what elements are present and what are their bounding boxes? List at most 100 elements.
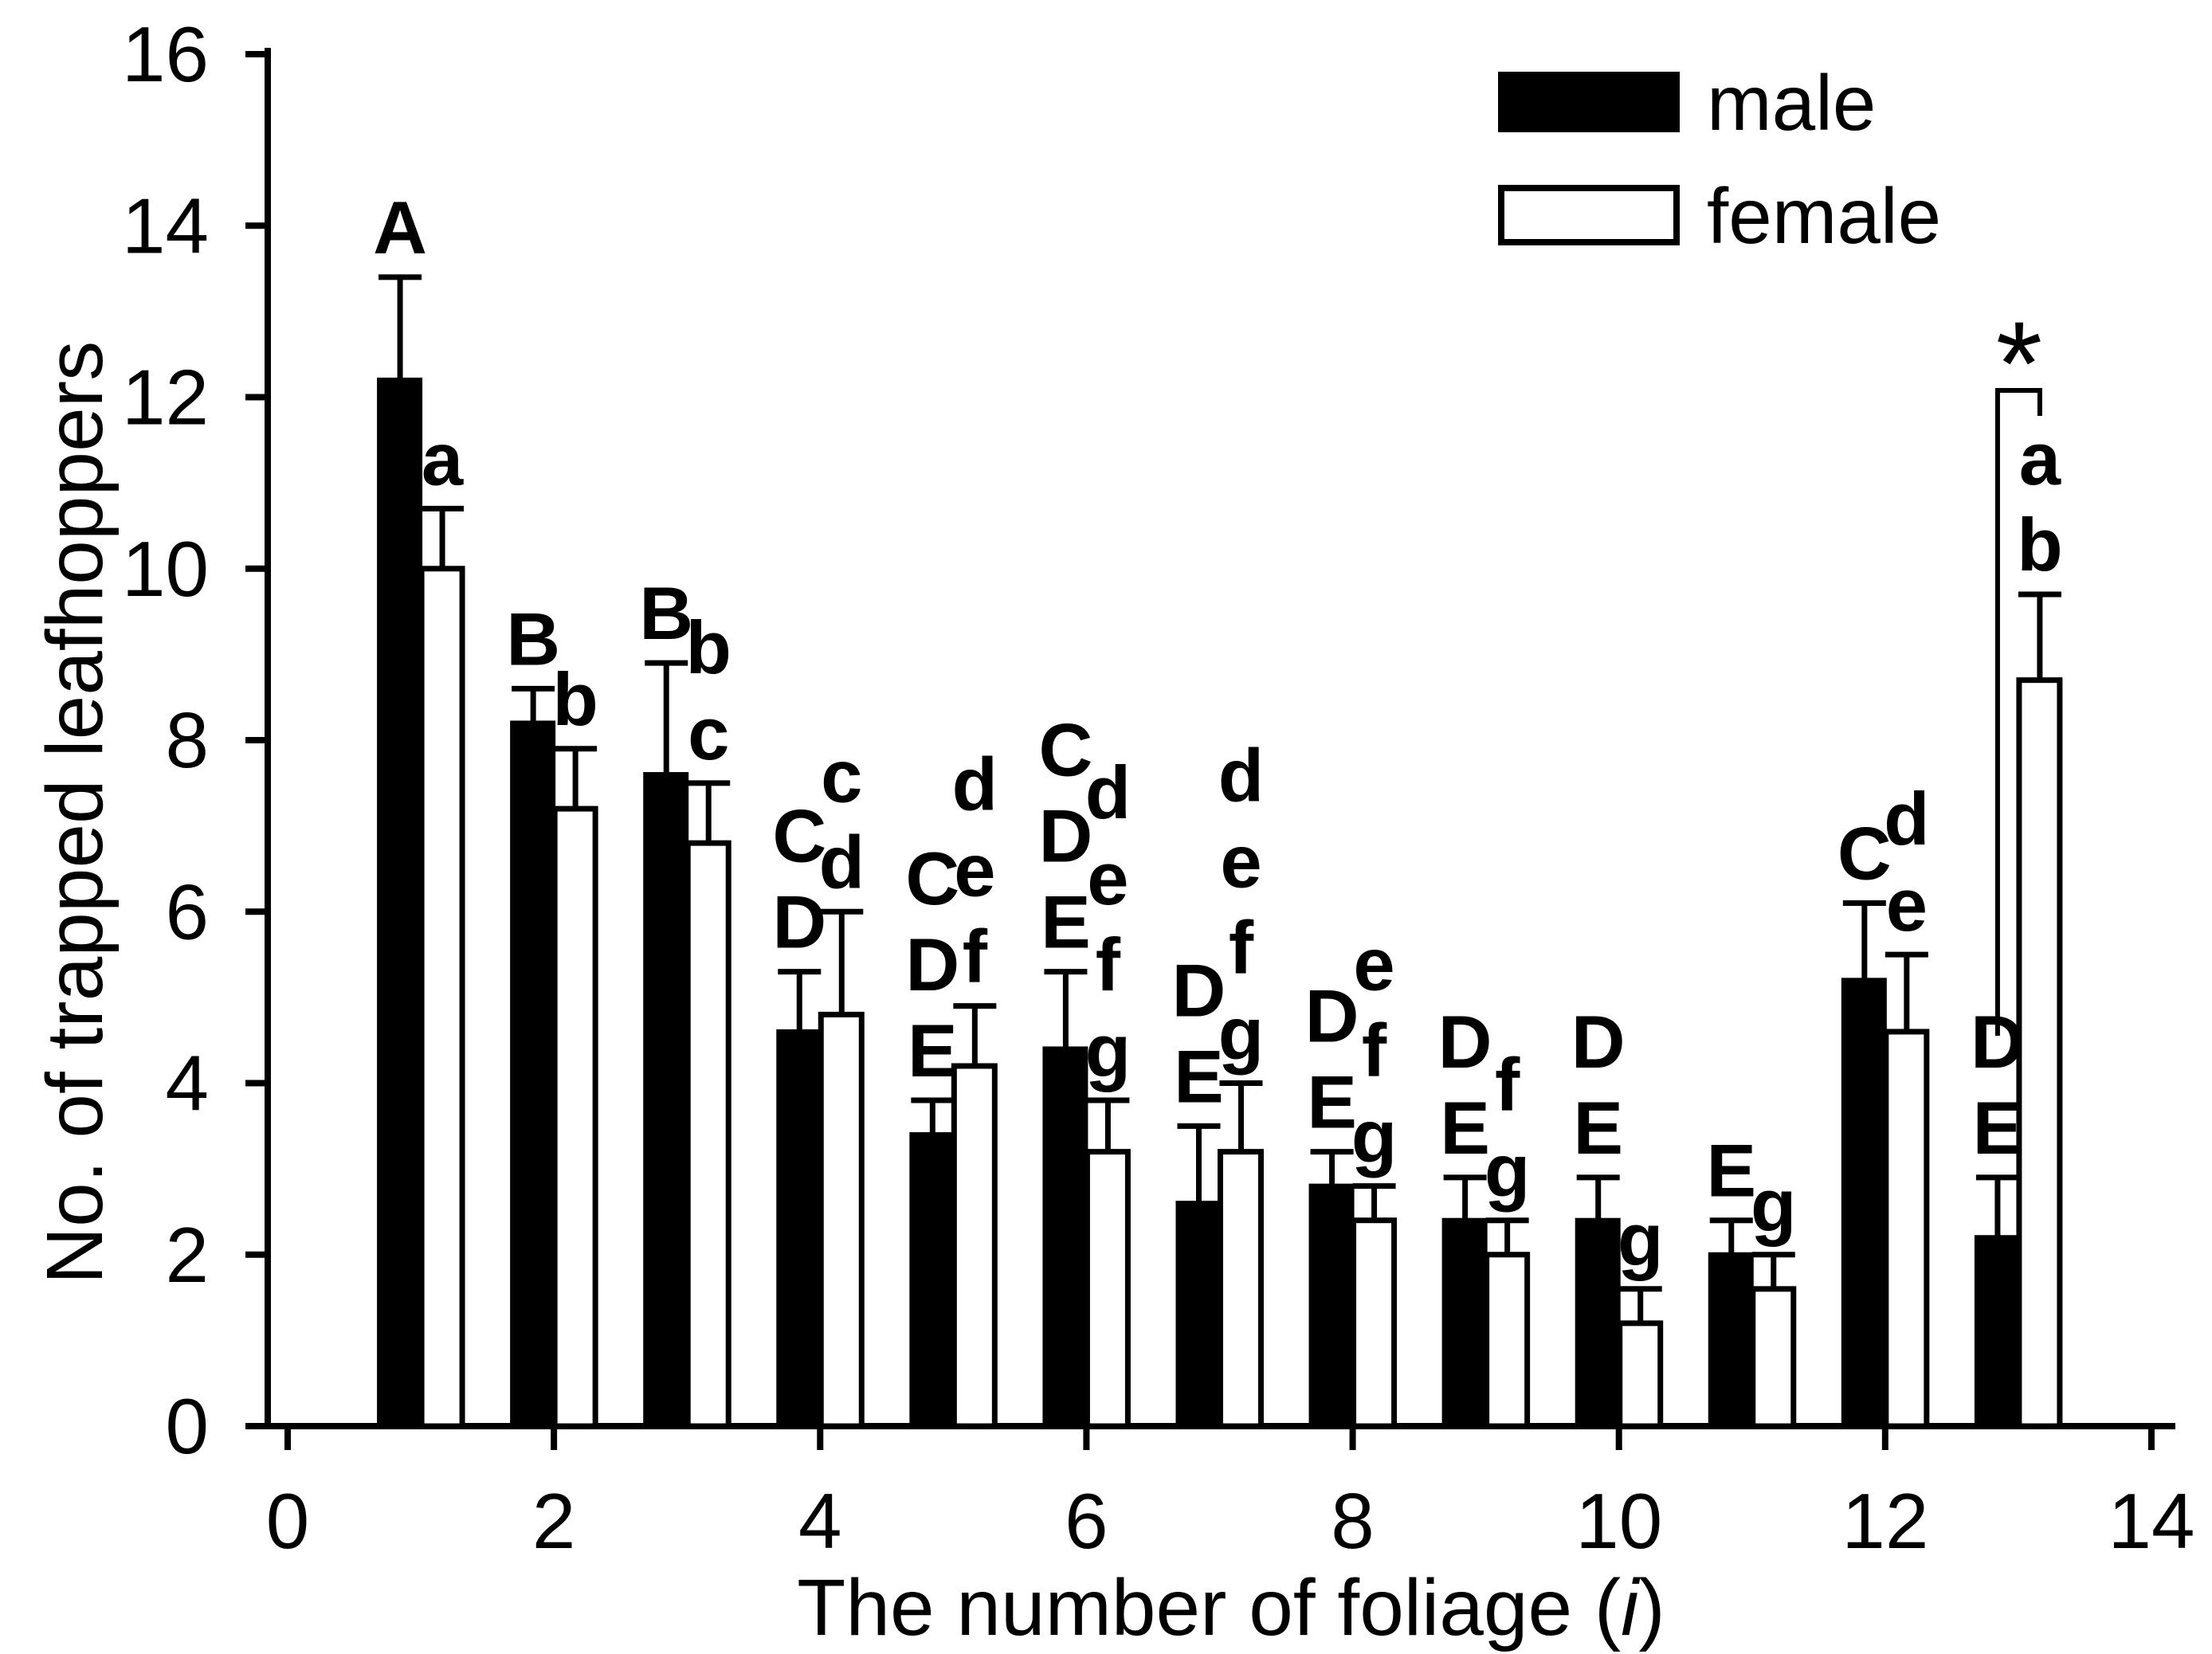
female-bar xyxy=(2016,677,2063,1429)
female-sig-letter: d xyxy=(952,743,998,826)
legend-label-female: female xyxy=(1707,172,1941,260)
female-sig-letter: a xyxy=(2019,417,2061,500)
male-bar xyxy=(1441,1217,1488,1429)
female-sig-letter: f xyxy=(1229,906,1254,990)
bar-group-11: Eg xyxy=(1706,1129,1797,1429)
legend-swatch-female xyxy=(1498,185,1680,245)
female-bar xyxy=(1617,1320,1664,1429)
female-sig-letter: d xyxy=(819,820,865,903)
male-sig-letter: E xyxy=(1973,1086,2023,1170)
female-bar xyxy=(1750,1286,1797,1429)
x-axis-title-text: The number of foliage ( xyxy=(797,1563,1621,1652)
male-bar xyxy=(1708,1252,1754,1429)
male-bar xyxy=(776,1029,822,1429)
female-sig-letter: b xyxy=(552,657,598,741)
significance-bracket xyxy=(1994,388,2042,1036)
female-bar xyxy=(951,1063,998,1429)
male-bar xyxy=(1841,978,1887,1429)
male-sig-letter: E xyxy=(1041,880,1091,964)
female-bar xyxy=(1351,1217,1398,1429)
bar-group-2: Bb xyxy=(506,597,598,1429)
female-sig-letter: f xyxy=(1495,1043,1520,1127)
female-bar xyxy=(551,805,598,1429)
bar-group-3: Bcb xyxy=(639,571,731,1429)
male-bar xyxy=(510,720,556,1429)
y-tick-label: 0 xyxy=(165,1382,209,1470)
y-tick-label: 4 xyxy=(165,1040,209,1127)
x-tick-label: 0 xyxy=(266,1477,310,1565)
x-axis-title: The number of foliage (i) xyxy=(797,1563,1665,1652)
y-tick-label: 10 xyxy=(122,525,209,613)
x-tick-label: 8 xyxy=(1331,1477,1375,1565)
y-tick-label: 14 xyxy=(122,182,209,269)
male-bar xyxy=(1308,1183,1355,1429)
female-sig-letter: b xyxy=(2017,503,2062,586)
female-sig-letter: b xyxy=(685,606,731,689)
female-sig-letter: e xyxy=(1353,923,1394,1006)
male-sig-letter: D xyxy=(772,880,826,964)
male-sig-letter: E xyxy=(1573,1086,1623,1170)
x-tick-label: 6 xyxy=(1065,1477,1108,1565)
male-sig-letter: D xyxy=(1305,974,1359,1058)
female-sig-letter: d xyxy=(1085,751,1131,834)
male-bar xyxy=(1575,1217,1621,1429)
female-sig-letter: c xyxy=(821,734,862,817)
female-sig-letter: e xyxy=(954,829,995,912)
female-sig-letter: e xyxy=(1220,820,1261,903)
female-sig-letter: f xyxy=(1362,1009,1387,1092)
x-axis-title-close-paren: ) xyxy=(1638,1563,1665,1652)
y-tick-label: 2 xyxy=(165,1211,209,1299)
male-sig-letter: D xyxy=(905,923,959,1006)
female-sig-letter: d xyxy=(1884,777,1929,860)
female-bar xyxy=(1084,1149,1131,1429)
female-bar xyxy=(1484,1252,1531,1429)
x-tick-label: 10 xyxy=(1575,1477,1662,1565)
female-sig-letter: e xyxy=(1886,863,1928,947)
female-bar xyxy=(684,840,731,1429)
male-sig-letter: C xyxy=(1837,811,1892,895)
male-sig-letter: E xyxy=(1440,1086,1490,1170)
bar-group-12: Ced xyxy=(1837,777,1930,1429)
male-bar xyxy=(1175,1201,1222,1429)
male-bar xyxy=(377,377,423,1429)
male-sig-letter: E xyxy=(908,1009,958,1092)
female-sig-letter: f xyxy=(1096,923,1121,1006)
female-sig-letter: g xyxy=(1085,1009,1131,1092)
bar-group-1: Aa xyxy=(373,186,465,1429)
female-sig-letter: f xyxy=(963,915,988,998)
male-bar xyxy=(909,1132,955,1429)
female-sig-letter: d xyxy=(1218,734,1264,817)
female-sig-letter: g xyxy=(1218,992,1264,1076)
x-axis-title-italic-i: i xyxy=(1621,1563,1641,1652)
y-tick-label: 6 xyxy=(165,868,209,955)
x-tick-label: 14 xyxy=(2108,1477,2194,1565)
male-sig-letter: E xyxy=(1307,1060,1357,1144)
male-sig-letter: D xyxy=(1172,948,1226,1032)
male-sig-letter: C xyxy=(772,794,826,878)
female-bar xyxy=(418,566,465,1429)
y-axis-title: No. of trapped leafhoppers xyxy=(30,341,120,1284)
female-bar xyxy=(1883,1029,1930,1429)
y-tick-label: 8 xyxy=(165,696,209,784)
female-sig-letter: g xyxy=(1351,1095,1397,1178)
male-sig-letter: D xyxy=(1438,1000,1492,1084)
x-tick-label: 12 xyxy=(1841,1477,1928,1565)
bar-group-10: EDg xyxy=(1571,1000,1664,1429)
female-sig-letter: g xyxy=(1484,1129,1530,1213)
x-tick-label: 2 xyxy=(532,1477,576,1565)
legend: male female xyxy=(1498,59,1941,260)
male-bar xyxy=(643,772,689,1429)
x-tick-label: 4 xyxy=(798,1477,842,1565)
female-bar xyxy=(818,1011,865,1429)
male-bar xyxy=(1974,1235,2020,1429)
male-sig-letter: E xyxy=(1706,1129,1756,1213)
